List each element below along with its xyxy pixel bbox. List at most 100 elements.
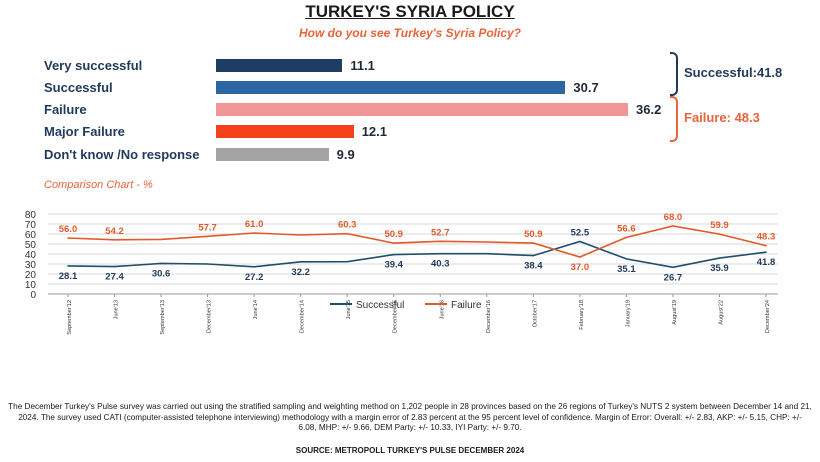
data-label: 50.9 bbox=[384, 229, 403, 240]
data-point bbox=[206, 263, 209, 265]
y-tick-label: 20 bbox=[25, 270, 37, 281]
data-point bbox=[67, 265, 69, 267]
data-label: 30.6 bbox=[152, 268, 171, 279]
bar-very-successful bbox=[216, 59, 343, 72]
x-tick-label: September'13 bbox=[160, 300, 166, 335]
data-label: 56.6 bbox=[617, 223, 636, 234]
data-point bbox=[486, 241, 488, 243]
data-label: 27.2 bbox=[245, 272, 264, 283]
legend-label-failure: Failure bbox=[451, 300, 482, 311]
data-point bbox=[625, 258, 628, 260]
data-point bbox=[486, 252, 488, 255]
data-label: 54.2 bbox=[105, 226, 124, 237]
failure-summary: Failure: 48.3 bbox=[684, 110, 760, 125]
legend-label-successful: Successful bbox=[356, 300, 404, 311]
data-point bbox=[765, 244, 767, 247]
y-tick-label: 50 bbox=[25, 240, 37, 251]
bar-label-failure: Failure bbox=[44, 102, 87, 117]
bar-major-failure bbox=[216, 125, 354, 138]
bar-value-failure: 36.2 bbox=[636, 102, 662, 117]
bar-value-successful: 30.7 bbox=[573, 80, 599, 95]
data-point bbox=[206, 235, 209, 238]
bar-label-very-successful: Very successful bbox=[44, 58, 143, 73]
x-tick-label: September'12 bbox=[67, 300, 73, 335]
x-tick-label: December'16 bbox=[486, 300, 492, 333]
data-label: 37.0 bbox=[571, 262, 590, 273]
y-tick-label: 80 bbox=[25, 210, 37, 221]
y-tick-label: 0 bbox=[30, 290, 36, 301]
data-label: 40.3 bbox=[431, 259, 450, 270]
data-label: 27.4 bbox=[105, 272, 124, 283]
x-tick-label: October'17 bbox=[532, 300, 538, 327]
y-tick-label: 60 bbox=[25, 230, 37, 241]
x-tick-label: December'24 bbox=[765, 300, 771, 333]
y-tick-label: 40 bbox=[25, 250, 37, 261]
data-label: 68.0 bbox=[664, 212, 683, 223]
x-tick-label: February'18 bbox=[579, 300, 585, 330]
data-point bbox=[346, 232, 349, 235]
data-label: 38.4 bbox=[524, 261, 543, 272]
data-label: 52.7 bbox=[431, 227, 450, 238]
series-line-failure bbox=[67, 225, 767, 258]
x-tick-label: December'14 bbox=[300, 300, 306, 333]
data-label: 32.2 bbox=[291, 267, 310, 278]
x-tick-label: June'15 bbox=[346, 300, 352, 319]
data-point bbox=[346, 260, 349, 263]
data-point bbox=[718, 233, 721, 235]
data-point bbox=[67, 237, 69, 239]
bar-value-major-failure: 12.1 bbox=[361, 124, 388, 139]
data-point bbox=[532, 242, 535, 244]
data-label: 60.3 bbox=[338, 220, 357, 231]
data-label: 56.0 bbox=[59, 224, 78, 235]
failure-bracket bbox=[670, 96, 678, 142]
page-title: TURKEY'S SYRIA POLICY bbox=[305, 2, 515, 21]
data-point bbox=[299, 234, 302, 236]
bar-dont-know bbox=[216, 148, 329, 161]
bar-value-dont-know: 9.9 bbox=[336, 147, 355, 162]
data-point bbox=[439, 240, 442, 243]
successful-bracket bbox=[670, 52, 678, 96]
data-label: 35.9 bbox=[710, 263, 729, 274]
x-tick-label: December'15 bbox=[393, 300, 399, 333]
series-line-successful bbox=[67, 240, 767, 269]
data-label: 52.5 bbox=[571, 228, 590, 239]
y-tick-label: 30 bbox=[25, 260, 37, 271]
bar-label-major-failure: Major Failure bbox=[44, 124, 125, 139]
data-point bbox=[579, 256, 581, 258]
comparison-chart-title: Comparison Chart - % bbox=[44, 179, 153, 191]
data-point bbox=[113, 265, 116, 268]
data-point bbox=[718, 257, 721, 259]
bar-label-successful: Successful bbox=[44, 80, 113, 95]
bar-value-very-successful: 11.1 bbox=[350, 58, 375, 73]
x-tick-label: August'22 bbox=[718, 300, 724, 325]
data-label: 35.1 bbox=[617, 264, 636, 275]
x-tick-label: January'19 bbox=[625, 300, 631, 327]
data-label: 41.8 bbox=[757, 257, 776, 268]
source-note: SOURCE: METROPOLL TURKEY'S PULSE DECEMBE… bbox=[295, 446, 525, 455]
data-point bbox=[579, 240, 581, 243]
x-tick-label: June'13 bbox=[114, 300, 120, 319]
data-point bbox=[253, 266, 255, 268]
data-point bbox=[672, 266, 674, 269]
data-label: 57.7 bbox=[198, 222, 217, 233]
x-tick-label: August'19 bbox=[672, 300, 678, 325]
data-point bbox=[160, 238, 162, 241]
data-point bbox=[253, 232, 255, 234]
page-subtitle: How do you see Turkey's Syria Policy? bbox=[298, 26, 522, 40]
survey-footnote: The December Turkey's Pulse survey was c… bbox=[8, 402, 812, 433]
data-point bbox=[392, 242, 395, 244]
data-label: 26.7 bbox=[664, 272, 683, 283]
data-point bbox=[299, 261, 302, 263]
y-tick-label: 10 bbox=[25, 280, 37, 291]
data-label: 39.4 bbox=[384, 260, 403, 271]
data-label: 48.3 bbox=[757, 232, 776, 243]
data-label: 59.9 bbox=[710, 220, 729, 231]
data-point bbox=[625, 236, 628, 239]
data-point bbox=[765, 251, 767, 253]
data-point bbox=[160, 262, 162, 265]
x-tick-label: December'13 bbox=[207, 300, 213, 333]
x-tick-label: June'16 bbox=[439, 300, 445, 319]
data-label: 61.0 bbox=[245, 219, 264, 230]
y-tick-label: 70 bbox=[25, 220, 37, 231]
